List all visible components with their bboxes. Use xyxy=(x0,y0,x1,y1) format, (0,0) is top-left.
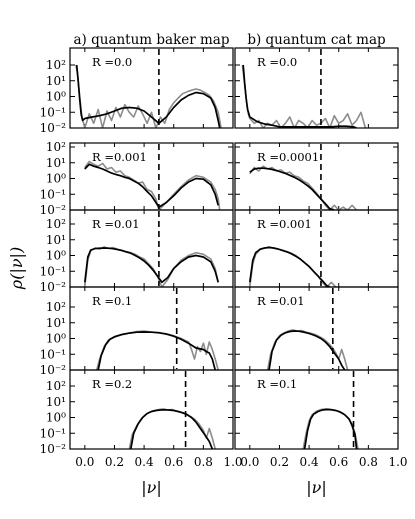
y-tick-label: 10¹ xyxy=(46,395,66,409)
series-black xyxy=(84,163,220,209)
curves xyxy=(248,246,337,287)
panel-annotation: R =0.001 xyxy=(257,217,312,231)
y-tick-label: 10¹ xyxy=(46,316,66,330)
panel-frame xyxy=(234,369,399,450)
panel: R =0.1 xyxy=(234,369,399,450)
y-tick-label: 10⁻² xyxy=(40,121,67,135)
x-tick-label: 1.0 xyxy=(388,455,407,469)
panel-annotation: R =0.1 xyxy=(92,294,132,308)
x-axis-label: |ν| xyxy=(141,478,162,497)
column-title: b) quantum cat map xyxy=(247,32,385,48)
y-axis-label: ρ(|ν|) xyxy=(7,247,26,290)
series-gray xyxy=(302,408,359,449)
y-tick-label: 10⁰ xyxy=(46,249,66,263)
series-gray xyxy=(128,408,216,449)
y-tick-label: 10² xyxy=(46,379,66,393)
y-tick-label: 10⁻² xyxy=(40,280,67,294)
panel-annotation: R =0.2 xyxy=(92,377,132,391)
y-tick-label: 10² xyxy=(46,58,66,72)
series-black xyxy=(97,331,217,370)
panel-annotation: R =0.0 xyxy=(257,55,297,69)
panel-frame xyxy=(234,47,399,129)
series-black xyxy=(303,408,358,449)
panel-annotation: R =0.001 xyxy=(92,150,147,164)
panel-annotation: R =0.1 xyxy=(257,377,297,391)
curves xyxy=(84,160,221,210)
curves xyxy=(75,64,222,128)
y-tick-label: 10⁻¹ xyxy=(40,347,66,361)
series-gray xyxy=(84,246,219,287)
curves xyxy=(249,165,358,210)
series-black xyxy=(83,247,220,284)
panel: R =0.01 xyxy=(234,286,399,371)
y-tick-label: 10¹ xyxy=(46,156,66,170)
series-gray xyxy=(75,64,222,128)
curves xyxy=(266,329,349,370)
curves xyxy=(241,64,367,128)
x-tick-label: 0.6 xyxy=(164,455,183,469)
panel-column-b: b) quantum cat map R =0.0 R =0.0001 R =0.00… xyxy=(234,32,408,497)
x-tick-label: 0.4 xyxy=(135,455,154,469)
panel-annotation: R =0.0001 xyxy=(257,150,319,164)
series-gray xyxy=(249,165,358,210)
y-tick-label: 10⁻² xyxy=(40,363,67,377)
panel: R =0.0001 xyxy=(234,142,399,211)
series-black xyxy=(129,408,214,449)
series-black xyxy=(242,64,357,128)
series-black xyxy=(248,246,331,287)
y-tick-label: 10⁻¹ xyxy=(40,264,66,278)
series-black xyxy=(75,64,221,128)
y-tick-label: 10⁻¹ xyxy=(40,426,66,440)
panel-frame xyxy=(69,369,234,450)
y-tick-label: 10² xyxy=(46,217,66,231)
y-tick-label: 10¹ xyxy=(46,233,66,247)
y-tick-label: 10⁻² xyxy=(40,442,67,456)
panel-annotation: R =0.01 xyxy=(257,294,305,308)
series-black xyxy=(268,330,346,370)
y-tick-label: 10² xyxy=(46,140,66,154)
curves xyxy=(302,408,359,449)
x-axis-label: |ν| xyxy=(306,478,327,497)
y-tick-label: 10⁰ xyxy=(46,411,66,425)
y-tick-label: 10¹ xyxy=(46,74,66,88)
x-tick-label: 0.8 xyxy=(359,455,378,469)
panel-annotation: R =0.01 xyxy=(92,217,140,231)
panel-annotation: R =0.0 xyxy=(92,55,132,69)
y-tick-label: 10⁰ xyxy=(46,172,66,186)
curves xyxy=(95,330,219,370)
curves xyxy=(128,408,216,449)
y-tick-label: 10⁻² xyxy=(40,203,67,217)
y-tick-label: 10² xyxy=(46,300,66,314)
y-tick-label: 10⁻¹ xyxy=(40,105,66,119)
panel: R =0.0 xyxy=(234,47,399,129)
column-title: a) quantum baker map xyxy=(74,32,230,48)
y-tick-label: 10⁰ xyxy=(46,332,66,346)
x-tick-label: 0.4 xyxy=(300,455,319,469)
panel: R =0.001 xyxy=(234,209,399,288)
series-gray xyxy=(84,160,221,210)
x-tick-label: 0.6 xyxy=(329,455,348,469)
panel-frame xyxy=(69,47,234,129)
y-tick-label: 10⁰ xyxy=(46,90,66,104)
curves xyxy=(83,246,220,287)
y-tick-label: 10⁻¹ xyxy=(40,187,66,201)
x-tick-label: 0.0 xyxy=(240,455,259,469)
series-gray xyxy=(241,64,367,128)
x-tick-label: 1.0 xyxy=(223,455,242,469)
x-tick-label: 0.0 xyxy=(75,455,94,469)
x-tick-label: 0.2 xyxy=(105,455,124,469)
x-tick-label: 0.8 xyxy=(194,455,213,469)
x-tick-label: 0.2 xyxy=(270,455,289,469)
